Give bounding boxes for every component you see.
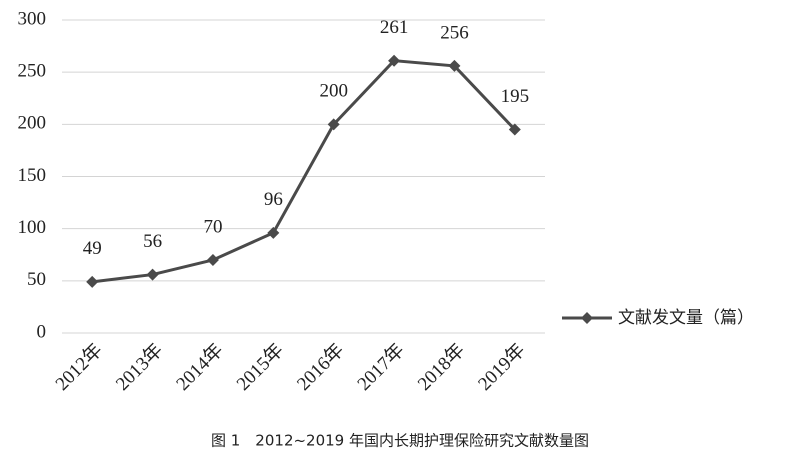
point-marker — [206, 253, 219, 266]
data-label: 96 — [264, 189, 283, 210]
point-marker — [146, 268, 159, 281]
point-marker — [327, 118, 340, 131]
data-label: 261 — [380, 17, 409, 38]
y-tick-label: 150 — [18, 165, 47, 186]
series-line — [92, 59, 516, 284]
chart-caption: 图 1 2012~2019 年国内长期护理保险研究文献数量图 — [211, 432, 589, 450]
point-marker — [448, 59, 461, 72]
data-label: 195 — [501, 86, 530, 107]
x-tick-label: 2018年 — [413, 339, 469, 395]
data-label: 49 — [83, 238, 102, 259]
legend-marker — [581, 312, 593, 324]
data-label: 200 — [319, 81, 348, 102]
x-tick-label: 2016年 — [292, 339, 348, 395]
y-tick-label: 0 — [37, 321, 47, 342]
data-label: 70 — [203, 216, 222, 237]
x-tick-label: 2012年 — [51, 339, 107, 395]
point-marker — [267, 226, 280, 239]
x-tick-label: 2013年 — [111, 339, 167, 395]
y-tick-label: 300 — [18, 8, 47, 29]
y-tick-label: 200 — [18, 113, 47, 134]
point-marker — [508, 123, 521, 136]
legend-label: 文献发文量（篇） — [618, 308, 754, 328]
point-marker — [388, 54, 401, 67]
x-tick-label: 2017年 — [353, 339, 409, 395]
x-tick-label: 2015年 — [232, 339, 288, 395]
data-label: 256 — [440, 22, 469, 43]
x-tick-label: 2014年 — [172, 339, 228, 395]
point-marker — [86, 275, 99, 288]
y-tick-label: 50 — [27, 269, 46, 290]
y-tick-label: 100 — [18, 217, 47, 238]
data-label: 56 — [143, 231, 162, 252]
x-tick-label: 2019年 — [474, 339, 530, 395]
y-tick-label: 250 — [18, 61, 47, 82]
